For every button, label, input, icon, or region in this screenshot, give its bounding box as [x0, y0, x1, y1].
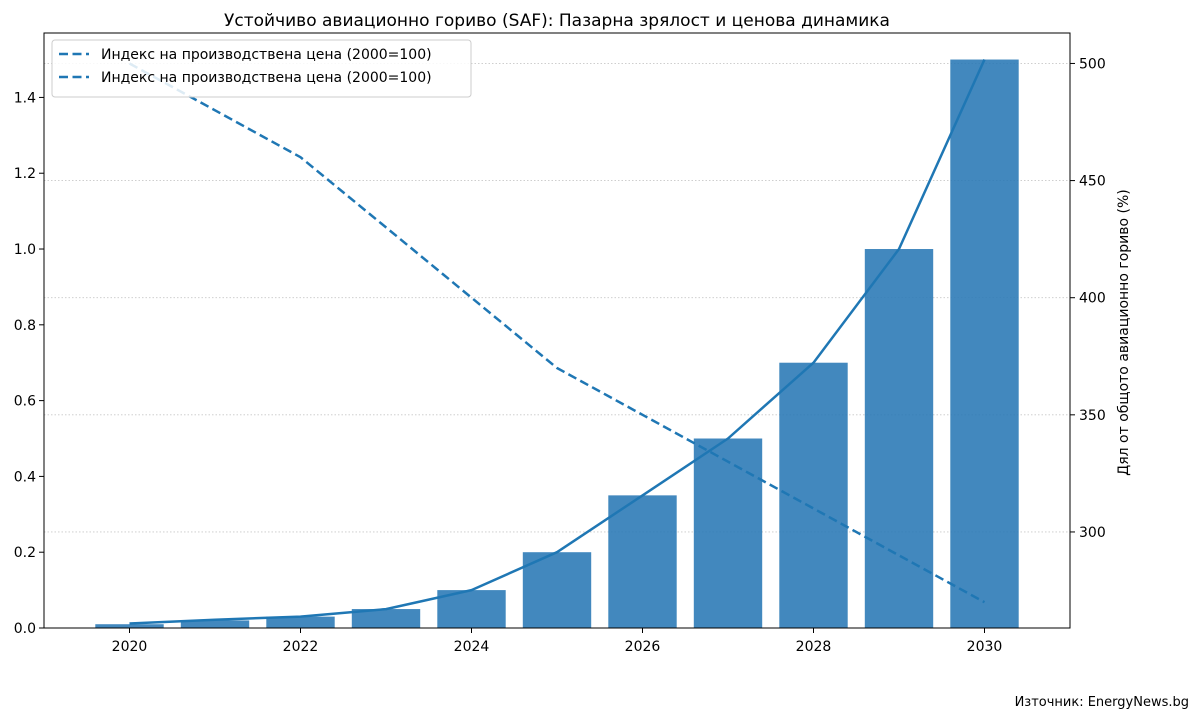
x-tick-label-2022: 2022	[283, 639, 319, 655]
chart-title: Устойчиво авиационно гориво (SAF): Пазар…	[224, 11, 890, 31]
y-left-tick-label-1.2: 1.2	[14, 166, 36, 182]
y-axis-right-label: Дял от общото авиационно гориво (%)	[1116, 189, 1132, 475]
y-left-tick-label-0.4: 0.4	[14, 469, 36, 485]
bar-2029	[864, 249, 934, 628]
y-right-tick-label-500: 500	[1079, 56, 1106, 72]
bar-2027	[693, 438, 763, 628]
y-right-tick-label-400: 400	[1079, 291, 1106, 307]
y-left-tick-label-0.2: 0.2	[14, 545, 36, 561]
y-axis-right: 300 350 400 450 500	[1070, 56, 1106, 541]
legend-box	[51, 39, 472, 98]
x-axis: 2020 2022 2024 2026 2028 2030	[112, 628, 1003, 655]
y-left-tick-label-1.0: 1.0	[14, 242, 36, 258]
y-left-tick-label-0.8: 0.8	[14, 318, 36, 334]
series-line-dashed	[128, 62, 986, 604]
bar-2020	[95, 624, 164, 628]
bar-2026	[608, 495, 677, 628]
y-left-tick-label-0.0: 0.0	[14, 621, 36, 637]
x-tick-label-2020: 2020	[112, 639, 148, 655]
legend-entry-0: Индекс на производствена цена (2000=100)	[101, 47, 432, 63]
bar-2022	[266, 616, 335, 628]
x-tick-label-2026: 2026	[625, 639, 661, 655]
y-right-tick-label-300: 300	[1079, 525, 1106, 541]
x-tick-label-2024: 2024	[454, 639, 490, 655]
plot-frame	[43, 32, 1071, 629]
y-left-tick-label-1.4: 1.4	[14, 90, 36, 106]
series-line-solid	[129, 58, 986, 625]
bar-2025	[522, 552, 592, 628]
bar-2028	[779, 362, 848, 628]
lines	[128, 58, 986, 625]
legend-entry-1: Индекс на производствена цена (2000=100)	[101, 70, 432, 86]
y-right-tick-label-450: 450	[1079, 174, 1106, 190]
y-axis-left: 0.0 0.2 0.4 0.6 0.8 1.0 1.2 1.4	[14, 90, 44, 637]
x-tick-label-2028: 2028	[796, 639, 832, 655]
y-right-tick-label-350: 350	[1079, 408, 1106, 424]
source-note: Източник: EnergyNews.bg	[1015, 695, 1189, 710]
bar-2023	[351, 609, 421, 628]
x-tick-label-2030: 2030	[967, 639, 1003, 655]
y-left-tick-label-0.6: 0.6	[14, 394, 36, 410]
legend: Индекс на производствена цена (2000=100)…	[51, 39, 472, 98]
bars	[95, 59, 1019, 628]
bar-2030	[950, 59, 1019, 628]
bar-2021	[180, 620, 250, 628]
